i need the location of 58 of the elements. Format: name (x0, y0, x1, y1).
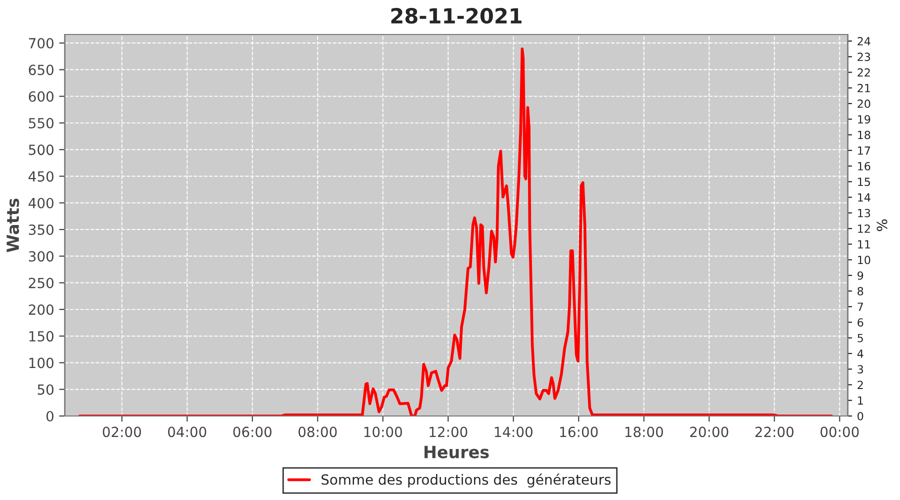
y2-tick-label: 16 (858, 162, 870, 170)
y2-tick-label: 6 (858, 318, 864, 327)
y2-tick-label: 17 (858, 146, 870, 155)
y2-tick-label: 9 (858, 271, 864, 280)
x-tick-label: 20:00 (690, 426, 728, 438)
y2-tick-label: 7 (858, 302, 863, 311)
x-tick-label: 18:00 (625, 426, 663, 438)
legend-label: Somme des productions des générateurs (322, 474, 611, 488)
x-tick-label: 08:00 (298, 426, 337, 438)
y2-tick-label: 23 (858, 52, 870, 62)
y-tick-label: 450 (28, 171, 54, 182)
x-tick-label: 10:00 (364, 426, 402, 438)
y-tick-label: 500 (28, 144, 54, 156)
y2-tick-label: 24 (858, 37, 870, 46)
line-series (78, 47, 833, 416)
y2-tick-label: 20 (858, 100, 870, 108)
y-tick-label: 0 (46, 410, 54, 422)
x-tick-label: 16:00 (560, 426, 598, 438)
y-tick-label: 200 (28, 304, 54, 315)
y-tick-label: 700 (29, 38, 54, 48)
y-tick-label: 100 (29, 358, 54, 368)
y2-tick-label: 21 (858, 84, 870, 92)
x-tick-label: 14:00 (494, 426, 532, 438)
y-tick-label: 250 (28, 278, 54, 288)
y-tick-label: 550 (28, 118, 54, 128)
y2-tick-label: 14 (858, 193, 870, 202)
y2-tick-label: 1 (858, 396, 863, 405)
y2-tick-label: 10 (858, 256, 870, 264)
y2-tick-label: 22 (858, 68, 870, 77)
y-tick-label: 400 (28, 198, 54, 208)
y2-tick-label: 4 (857, 350, 864, 358)
x-tick-label: 22:00 (755, 426, 794, 438)
x-axis-title: Heures (424, 446, 489, 458)
y-tick-label: 300 (28, 251, 54, 262)
y2-axis-title: % (876, 219, 888, 232)
y-tick-label: 150 (29, 331, 54, 342)
chart-title: 28-11-2021 (391, 8, 522, 24)
y2-tick-label: 0 (858, 412, 864, 420)
y-tick-label: 50 (38, 384, 54, 395)
x-tick-label: 02:00 (102, 426, 141, 438)
y-tick-label: 350 (28, 224, 54, 235)
y2-tick-label: 5 (858, 334, 863, 342)
y2-tick-label: 8 (858, 286, 864, 296)
y2-tick-label: 12 (858, 224, 870, 233)
x-tick-label: 12:00 (430, 426, 468, 438)
x-tick-label: 06:00 (233, 426, 272, 438)
y2-tick-label: 3 (858, 365, 864, 374)
y2-tick-label: 13 (858, 208, 870, 218)
x-tick-label: 00:00 (820, 426, 859, 438)
y-axis-title: Watts (6, 198, 20, 252)
y2-tick-label: 15 (858, 178, 870, 186)
x-tick-label: 04:00 (168, 426, 206, 438)
y2-tick-label: 11 (858, 240, 870, 248)
y-tick-label: 600 (28, 91, 54, 102)
y2-tick-label: 18 (858, 130, 870, 140)
y2-tick-label: 2 (858, 380, 863, 389)
y2-tick-label: 19 (858, 115, 870, 124)
y-tick-label: 650 (28, 64, 54, 76)
